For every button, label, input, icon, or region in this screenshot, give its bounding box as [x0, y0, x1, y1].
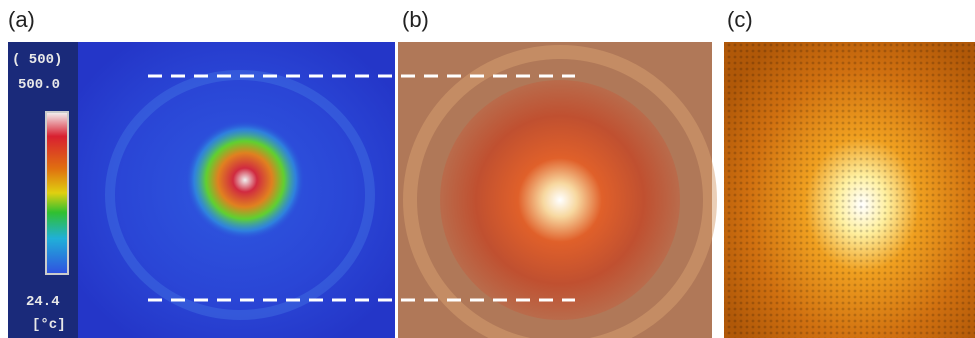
photo-b [398, 42, 712, 338]
colorbar-max: 500.0 [18, 77, 60, 93]
panel-label: (c) [727, 7, 753, 32]
panel-label: (a) [8, 7, 35, 32]
panel-label: (b) [402, 7, 429, 32]
photo-c [724, 42, 975, 338]
page: {"panels": [{"label": "(a)"}, {"label": … [0, 0, 975, 338]
figure: (a) (b) (c) ( 500) 500.0 24.4 [°c] [0, 0, 975, 338]
colorbar-unit: [°c] [32, 317, 66, 333]
colorbar-min: 24.4 [26, 294, 60, 310]
thermal-image: ( 500) 500.0 24.4 [°c] [8, 42, 395, 338]
colorbar-range: ( 500) [12, 52, 62, 68]
